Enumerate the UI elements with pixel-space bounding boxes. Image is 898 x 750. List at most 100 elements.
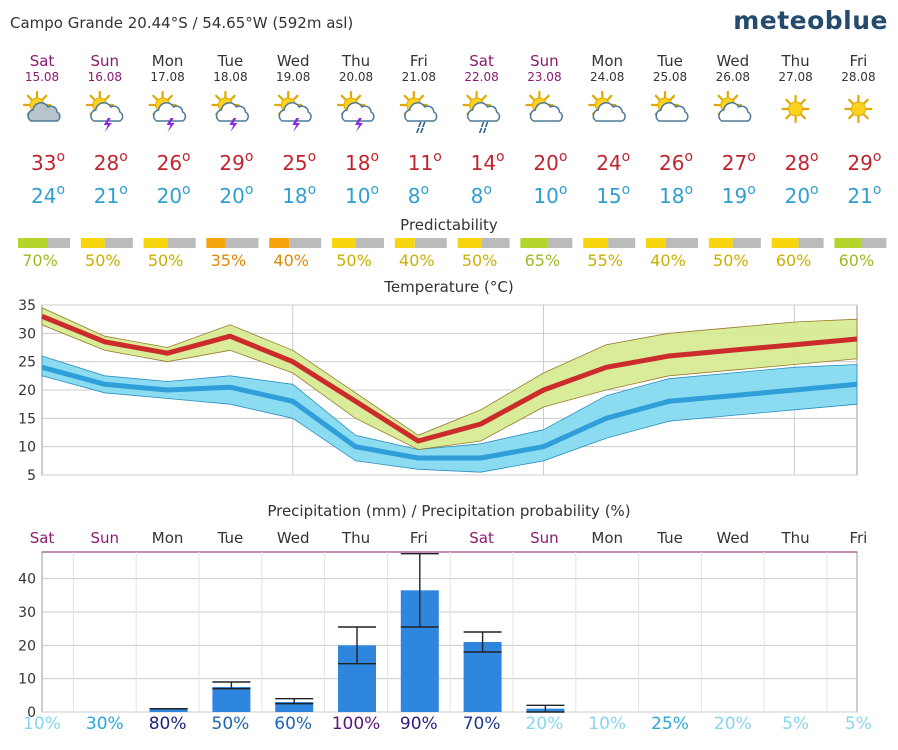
predictability-value: 50% <box>85 251 121 270</box>
rain-sun-icon <box>399 90 438 134</box>
precipitation-day-label: Thu <box>781 529 810 547</box>
thunder-sun-icon <box>274 90 312 132</box>
precipitation-day-label: Sat <box>469 529 494 547</box>
lightning-bolt <box>229 118 238 132</box>
precipitation-day-label: Sat <box>30 529 55 547</box>
temperature-tick-label: 25 <box>18 355 36 371</box>
max-temperature: 24o <box>596 149 630 175</box>
min-temperature: 21o <box>847 182 881 208</box>
sun-icon <box>781 94 810 124</box>
thunder-sun-icon <box>336 90 375 132</box>
min-temperature: 18o <box>282 182 316 208</box>
sun-ray <box>277 94 284 101</box>
temperature-tick-label: 5 <box>27 468 36 484</box>
predictability-bar-rest <box>608 238 636 248</box>
temperature-tick-label: 30 <box>18 326 36 342</box>
day-date: 16.08 <box>88 70 122 84</box>
sun-ray <box>104 94 111 101</box>
precipitation-probability: 50% <box>212 714 250 734</box>
predictability-bar-fill <box>771 238 799 248</box>
temperature-tick-label: 10 <box>18 440 36 456</box>
predictability-bar-rest <box>414 238 447 248</box>
sun-ray <box>848 113 854 120</box>
rain-drop <box>484 121 489 128</box>
predictability-bar-rest <box>481 238 510 248</box>
lightning-bolt <box>355 118 363 132</box>
min-temperature: 21o <box>94 182 128 208</box>
day-name: Tue <box>656 52 683 70</box>
day-date: 20.08 <box>339 70 373 84</box>
precipitation-probability: 30% <box>86 714 124 734</box>
day-name: Thu <box>341 52 370 70</box>
max-temperature: 33o <box>31 149 65 175</box>
rain-drop <box>418 121 422 128</box>
sun-ray <box>229 94 236 101</box>
meteoblue-logo[interactable]: meteoblue <box>733 6 888 35</box>
sun-ray <box>606 94 613 101</box>
predictability-bar-rest <box>167 238 196 248</box>
day-date: 26.08 <box>716 70 750 84</box>
rain-drop <box>416 127 420 134</box>
min-temperature: 24o <box>31 182 65 208</box>
predictability-value: 55% <box>587 251 623 270</box>
cloud-shape <box>153 102 187 122</box>
precipitation-day-label: Wed <box>716 529 749 547</box>
sun-ray <box>732 94 739 101</box>
sun-ray <box>41 94 48 101</box>
precipitation-probability: 25% <box>651 714 689 734</box>
predictability-value: 60% <box>776 251 812 270</box>
precipitation-probability: 90% <box>400 714 438 734</box>
min-temperature: 20o <box>219 182 253 208</box>
predictability-value: 50% <box>336 251 372 270</box>
cloud-shape <box>592 102 626 122</box>
precipitation-tick-label: 0 <box>27 705 36 721</box>
day-name: Thu <box>781 52 810 70</box>
predictability-value: 50% <box>462 251 498 270</box>
day-date: 18.08 <box>213 70 247 84</box>
predictability-bar-rest <box>666 238 698 248</box>
precipitation-title: Precipitation (mm) / Precipitation proba… <box>267 502 630 520</box>
precipitation-tick-label: 20 <box>18 638 36 654</box>
day-date: 25.08 <box>653 70 687 84</box>
precipitation-day-label: Sun <box>530 529 559 547</box>
day-date: 15.08 <box>25 70 59 84</box>
precipitation-probability: 20% <box>714 714 752 734</box>
sun-cloud-icon <box>525 90 563 122</box>
sun-ray <box>355 94 362 101</box>
max-temperature-line <box>41 313 858 444</box>
precipitation-day-label: Fri <box>849 529 867 547</box>
sun-ray <box>717 94 724 101</box>
temperature-tick-label: 15 <box>18 411 36 427</box>
day-name: Sun <box>530 52 559 70</box>
max-temperature: 29o <box>219 149 253 175</box>
precipitation-probability: 70% <box>463 714 501 734</box>
max-temperature: 14o <box>471 149 505 175</box>
min-temperature: 10o <box>533 182 567 208</box>
temperature-tick-label: 20 <box>18 383 36 399</box>
cloud-shape <box>341 102 375 122</box>
day-name: Mon <box>591 52 623 70</box>
day-date: 22.08 <box>464 70 498 84</box>
min-temperature: 8o <box>408 182 429 208</box>
max-temperature: 26o <box>659 149 693 175</box>
sun-ray <box>862 98 869 105</box>
cloud-shape <box>27 102 61 122</box>
sun-ray <box>167 94 173 101</box>
rain-drop <box>478 127 483 134</box>
max-temperature: 26o <box>157 149 191 175</box>
sun-cloud-icon <box>588 90 626 122</box>
predictability-bar-rest <box>289 238 322 248</box>
sun-disc <box>788 101 804 117</box>
sun-ray <box>862 113 869 120</box>
rain-drop <box>420 127 424 134</box>
day-name: Sun <box>91 52 120 70</box>
rain-drop <box>482 127 487 134</box>
sun-ray <box>26 94 33 101</box>
sun-ray <box>800 98 806 105</box>
predictability-bar-rest <box>225 238 259 248</box>
sun-disc <box>850 101 866 117</box>
max-temperature: 18o <box>345 149 379 175</box>
predictability-value: 65% <box>525 251 561 270</box>
sun-ray <box>785 113 792 120</box>
precipitation-probability: 10% <box>588 714 626 734</box>
